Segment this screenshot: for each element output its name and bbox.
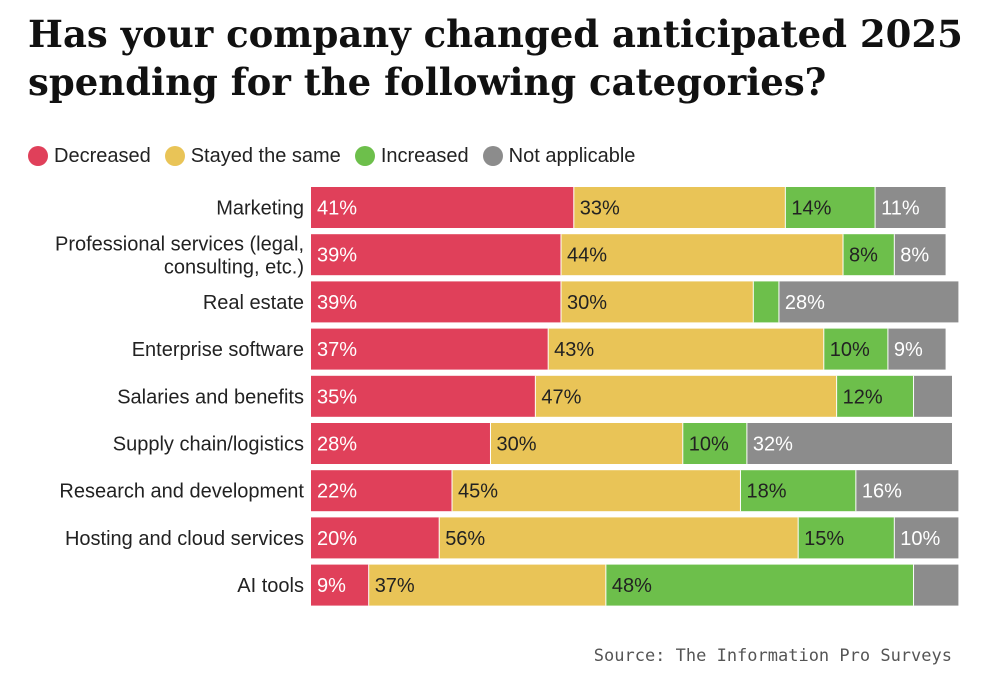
bar-segment-stayed-the-same <box>439 517 799 559</box>
bar-segment-increased <box>785 187 876 228</box>
data-label: 9% <box>894 339 923 361</box>
data-label: 43% <box>554 339 594 361</box>
bar-segment-increased <box>798 517 895 559</box>
data-label: 12% <box>843 386 883 408</box>
data-label: 39% <box>317 292 357 314</box>
bar-segment-stayed-the-same <box>560 234 844 276</box>
category-label: Supply chain/logistics <box>113 434 304 456</box>
data-label: 56% <box>445 528 485 550</box>
bar-segment-decreased <box>311 517 440 559</box>
data-label: 37% <box>317 339 357 361</box>
legend-item-stayed-the-same: Stayed the same <box>164 144 341 168</box>
legend-label: Increased <box>380 144 469 167</box>
bar-segment-increased <box>753 281 779 323</box>
legend-item-increased: Increased <box>354 144 469 168</box>
data-label: 16% <box>862 481 902 503</box>
bar-segment-decreased <box>311 187 574 228</box>
bar-segment-decreased <box>311 281 561 323</box>
data-label: 9% <box>317 575 346 597</box>
data-label: 32% <box>753 434 793 456</box>
data-label: 10% <box>689 434 729 456</box>
bar-segment-decreased <box>311 234 561 276</box>
data-label: 45% <box>458 481 498 503</box>
data-label: 30% <box>496 434 536 456</box>
bar-segment-increased <box>843 234 895 276</box>
category-label-line: consulting, etc.) <box>164 257 304 279</box>
data-label: 28% <box>785 292 825 314</box>
data-label: 33% <box>580 198 620 220</box>
bar-segment-increased <box>823 328 888 370</box>
data-label: 28% <box>317 434 357 456</box>
data-label: 8% <box>900 245 929 267</box>
bar-segment-stayed-the-same <box>368 564 606 606</box>
data-label: 10% <box>830 339 870 361</box>
data-label: 11% <box>881 198 920 220</box>
bar-segment-not-applicable <box>913 564 959 606</box>
category-label: Marketing <box>216 198 304 220</box>
legend-label: Not applicable <box>508 144 636 167</box>
data-label: 39% <box>317 245 357 267</box>
data-label: 22% <box>317 481 357 503</box>
legend-swatch <box>28 146 48 166</box>
bar-segment-decreased <box>311 470 453 512</box>
data-label: 10% <box>900 528 940 550</box>
bar-segment-not-applicable <box>778 281 959 323</box>
data-label: 8% <box>849 245 878 267</box>
bar-segment-not-applicable <box>746 423 952 464</box>
bar-segment-stayed-the-same <box>548 328 824 370</box>
bar-segment-increased <box>836 375 914 417</box>
bar-segment-stayed-the-same <box>535 375 837 417</box>
data-label: 37% <box>375 575 415 597</box>
legend-label: Decreased <box>54 144 151 167</box>
legend-swatch <box>164 146 185 166</box>
bar-segment-decreased <box>311 564 369 606</box>
category-label: Real estate <box>203 292 304 314</box>
bar-segment-not-applicable <box>855 470 959 512</box>
data-label: 35% <box>317 386 357 408</box>
bar-segment-stayed-the-same <box>560 281 754 323</box>
legend-swatch <box>354 146 375 166</box>
bar-segment-not-applicable <box>887 328 946 370</box>
legend-item-decreased: Decreased <box>28 145 151 168</box>
source-note: Source: The Information Pro Surveys <box>593 646 952 666</box>
legend-item-not-applicable: Not applicable <box>482 144 636 168</box>
legend-swatch <box>482 146 503 166</box>
data-label: 48% <box>612 575 652 597</box>
data-label: 14% <box>791 198 831 220</box>
bar-segment-decreased <box>311 375 536 417</box>
bar-segment-stayed-the-same <box>573 187 786 228</box>
category-label: Hosting and cloud services <box>65 528 304 550</box>
category-label: Research and development <box>59 481 304 503</box>
data-label: 30% <box>567 292 607 314</box>
bar-segment-stayed-the-same <box>452 470 741 512</box>
bar-segment-not-applicable <box>875 187 946 228</box>
bar-segment-stayed-the-same <box>490 423 683 464</box>
data-label: 44% <box>567 245 607 267</box>
bar-segment-decreased <box>311 423 491 464</box>
bar-segment-increased <box>605 564 914 606</box>
legend-label: Stayed the same <box>190 144 341 167</box>
bar-segment-not-applicable <box>894 234 946 276</box>
data-label: 18% <box>746 481 786 503</box>
category-label: AI tools <box>237 575 304 597</box>
bar-segment-not-applicable <box>894 517 959 559</box>
data-label: 15% <box>804 528 844 550</box>
legend: Decreased Stayed the same Increased Not app… <box>28 142 635 170</box>
category-label: Professional services (legal, consulting,… <box>55 234 304 279</box>
data-label: 47% <box>541 386 581 408</box>
category-label-line: Professional services (legal, <box>55 234 304 256</box>
bar-segment-increased <box>682 423 747 464</box>
bar-segment-increased <box>740 470 856 512</box>
chart-title: Has your company changed anticipated 202… <box>28 12 963 104</box>
bar-segment-decreased <box>311 328 549 370</box>
data-label: 20% <box>317 528 357 550</box>
category-label: Enterprise software <box>132 339 304 361</box>
bar-segment-not-applicable <box>913 375 952 417</box>
category-label: Salaries and benefits <box>117 386 304 408</box>
stacked-bar-chart: Marketing 41% 33% 14% 11% Professional servic… <box>55 187 959 606</box>
data-label: 41% <box>317 198 357 220</box>
